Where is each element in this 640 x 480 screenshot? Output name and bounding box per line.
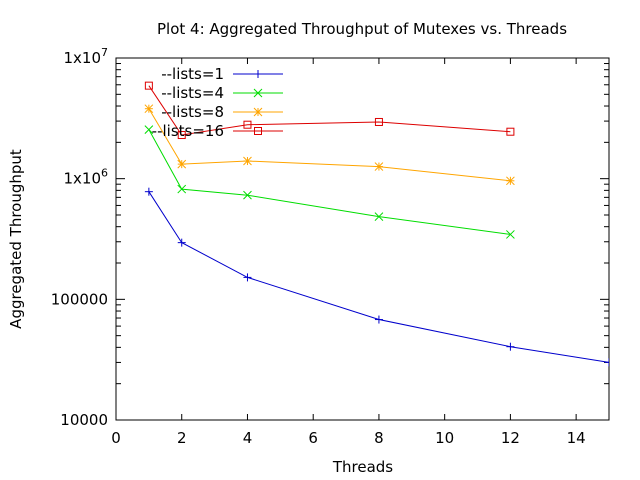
data-point xyxy=(374,162,384,171)
legend-label: --lists=1 xyxy=(161,65,224,83)
legend-marker xyxy=(254,127,262,135)
data-point xyxy=(177,238,186,247)
y-tick-label: 100000 xyxy=(51,290,108,308)
x-tick-label: 8 xyxy=(374,429,384,447)
legend-marker xyxy=(253,88,263,98)
data-point xyxy=(243,273,252,282)
x-tick-label: 14 xyxy=(567,429,586,447)
plot-border xyxy=(115,57,610,421)
y-axis-label: Aggregated Throughput xyxy=(7,149,25,329)
data-point xyxy=(374,315,383,324)
legend-label: --lists=4 xyxy=(161,84,224,102)
x-tick-label: 4 xyxy=(243,429,253,447)
x-tick-label: 0 xyxy=(111,429,121,447)
legend-label: --lists=8 xyxy=(161,103,224,121)
y-tick-label-base: 1x10 xyxy=(63,170,101,188)
series-line-4 xyxy=(148,85,511,136)
data-point xyxy=(506,342,515,351)
y-tick-label: 1x106 xyxy=(63,167,108,188)
data-point xyxy=(506,127,515,136)
data-point xyxy=(144,125,154,134)
y-tick-label-base: 1x10 xyxy=(63,49,101,67)
data-point xyxy=(374,212,384,221)
x-tick-label: 2 xyxy=(177,429,187,447)
data-point xyxy=(374,117,383,126)
data-point xyxy=(177,131,186,140)
data-point xyxy=(177,159,187,169)
legend: --lists=1--lists=4--lists=8--lists=16 xyxy=(152,65,283,140)
y-tick-label-base: 10000 xyxy=(60,411,108,429)
y-tick-label-exponent: 7 xyxy=(101,46,108,59)
y-tick-label: 1x107 xyxy=(63,46,108,67)
x-tick-label: 12 xyxy=(501,429,520,447)
y-tick-label-exponent: 6 xyxy=(101,167,108,180)
data-point xyxy=(177,184,187,194)
data-point xyxy=(144,104,154,114)
data-point xyxy=(605,358,609,367)
x-tick-label: 6 xyxy=(308,429,318,447)
legend-marker xyxy=(254,70,262,78)
chart-title: Plot 4: Aggregated Throughput of Mutexes… xyxy=(157,20,567,38)
legend-label: --lists=16 xyxy=(152,122,224,140)
data-point xyxy=(243,156,252,166)
data-point xyxy=(243,120,252,129)
series-line-1 xyxy=(148,191,609,363)
x-tick-label: 10 xyxy=(435,429,454,447)
legend-marker xyxy=(253,107,263,117)
data-point xyxy=(506,230,515,239)
data-point xyxy=(144,81,153,90)
data-point xyxy=(506,176,515,186)
data-point xyxy=(243,190,252,200)
x-axis-label: Threads xyxy=(332,458,393,476)
y-tick-label: 10000 xyxy=(60,411,108,429)
y-tick-label-base: 100000 xyxy=(51,290,108,308)
series-layer xyxy=(144,81,609,367)
data-point xyxy=(144,187,153,196)
